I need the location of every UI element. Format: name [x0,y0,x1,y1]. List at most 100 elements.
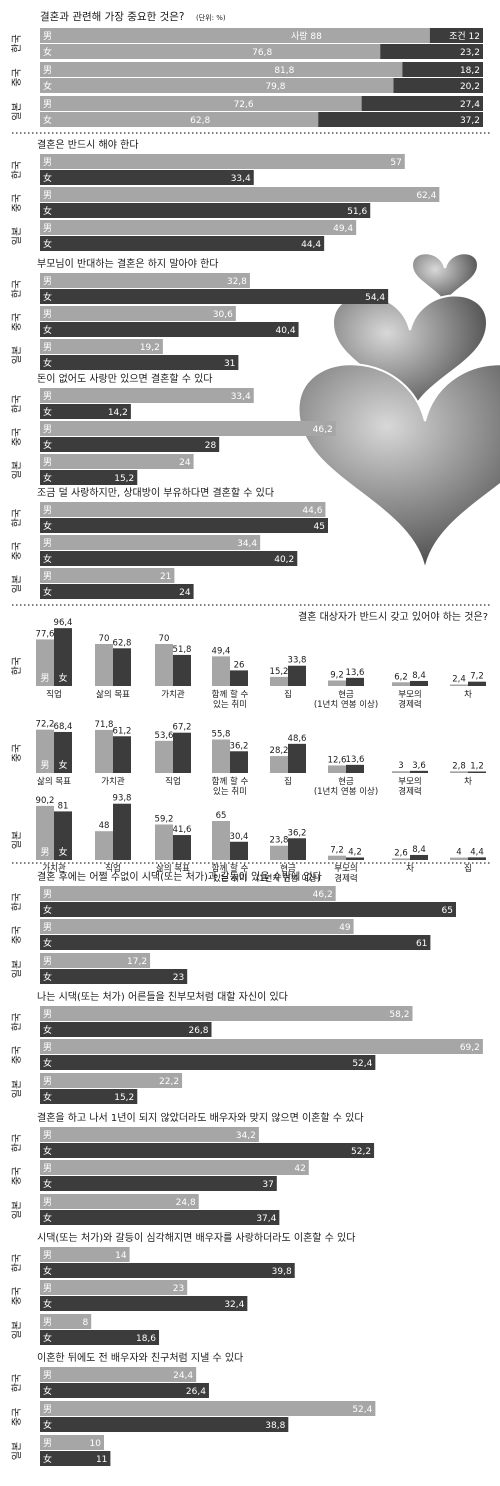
female-column [346,857,364,860]
item-label: 집 [464,863,472,874]
gender-label-male: 男 [43,342,52,353]
female-column [288,666,306,686]
male-value: 8 [82,1318,88,1328]
male-bar [40,421,336,436]
country-label: 한국 [11,1134,23,1152]
gender-label-male: 男 [40,760,49,771]
question-title: 결혼을 하고 나서 1년이 되지 않았더라도 배우자와 맞지 않으면 이혼할 수… [37,1111,364,1124]
male-column [212,740,230,773]
female-column-value: 93,8 [113,794,132,804]
female-column [173,835,191,860]
female-column-value: 67,2 [173,723,192,733]
gender-label-female: 女 [43,1265,52,1277]
male-value: 44,6 [302,506,322,516]
male-value: 24,4 [173,1371,193,1381]
male-value: 24 [179,458,191,468]
female-column-value: 13,6 [346,668,365,678]
female-column-value: 33,8 [288,656,307,666]
gender-label-male: 男 [43,889,52,900]
male-value: 46,2 [313,425,333,435]
gender-label-male: 男 [43,1283,52,1294]
item-label: 함께 할 수 [212,776,249,787]
country-label: 일본 [11,461,23,479]
male-value: 24,8 [176,1198,196,1208]
gender-label-male: 男 [43,505,52,516]
question-title: 돈이 없어도 사랑만 있으면 결혼할 수 있다 [37,372,212,385]
item-label: 함께 할 수 [212,689,249,700]
male-column [212,656,230,686]
female-bar [40,1055,375,1070]
female-bar [40,518,328,533]
gender-label-male: 男 [43,190,52,201]
female-column-value: 3,6 [412,761,426,771]
female-value: 51,6 [347,207,367,217]
gender-label-female: 女 [43,238,52,250]
item-label: 집 [284,776,292,787]
male-bar [40,220,356,235]
gender-label: 男 [43,31,52,42]
female-column-value: 62,8 [113,638,132,648]
gender-label-female: 女 [58,846,67,858]
female-column [173,733,191,773]
gender-label-female: 女 [43,324,52,336]
love-bar [40,78,394,93]
male-column [450,858,468,860]
gender-label-male: 男 [43,1404,52,1415]
gender-label-male: 男 [43,1250,52,1261]
item-label: 차 [464,690,472,700]
country-label: 한국 [11,657,23,675]
country-label-2: 일본 [11,102,23,120]
male-column [155,824,173,860]
male-column [270,677,288,686]
male-column [392,858,410,860]
question-title: 부모님이 반대하는 결혼은 하지 말아야 한다 [37,257,219,270]
love-value: 사랑 88 [291,30,322,42]
female-bar [40,551,297,566]
condition-value: 27,4 [460,100,480,110]
female-column-value: 68,4 [54,722,73,732]
section3-title: 결혼 대상자가 반드시 갖고 있어야 하는 것은? [298,610,488,623]
male-column-value: 28,2 [270,746,289,756]
item-label: 현금 [338,690,354,700]
item-label: 삶의 목표 [96,689,130,700]
female-value: 45 [314,522,325,532]
male-column-value: 48 [99,821,110,831]
male-column-value: 9,2 [330,670,344,680]
item-label: 부모의 [334,863,357,874]
female-bar [40,1296,247,1311]
male-value: 19,2 [140,343,160,353]
male-column-value: 23,8 [270,836,289,846]
male-column-value: 65 [216,811,227,821]
question-title: 시댁(또는 처가)와 갈등이 심각해지면 배우자를 사랑하더라도 이혼할 수 있… [37,1231,355,1244]
item-label: 삶의 목표 [37,776,71,787]
male-value: 69,2 [460,1043,480,1053]
love-bar [40,62,402,77]
male-column-value: 59,2 [155,814,174,824]
male-value: 21 [160,572,171,582]
female-value: 37,4 [256,1214,276,1224]
gender-label-female: 女 [43,553,52,565]
country-label: 일본 [11,227,23,245]
country-label: 일본 [11,575,23,593]
female-column [288,838,306,860]
gender-label-male: 男 [43,538,52,549]
love-value: 81,8 [274,66,294,76]
item-label: (1년치 연봉 이상) [314,699,378,710]
male-column-value: 6,2 [394,672,408,682]
gender-label-male: 男 [43,1163,52,1174]
female-column-value: 26 [234,660,245,670]
male-column-value: 3 [398,761,403,771]
country-label: 일본 [11,831,23,849]
female-column-value: 48,6 [288,734,307,744]
country-label: 중국 [11,1167,23,1185]
male-column-value: 4 [456,848,461,858]
male-column [95,831,113,860]
gender-label-male: 男 [43,223,52,234]
female-column-value: 36,2 [288,828,307,838]
country-label: 중국 [11,1287,23,1305]
female-column [410,771,428,773]
female-bar [40,170,254,185]
female-value: 40,4 [276,326,296,336]
condition-value: 37,2 [460,116,480,126]
